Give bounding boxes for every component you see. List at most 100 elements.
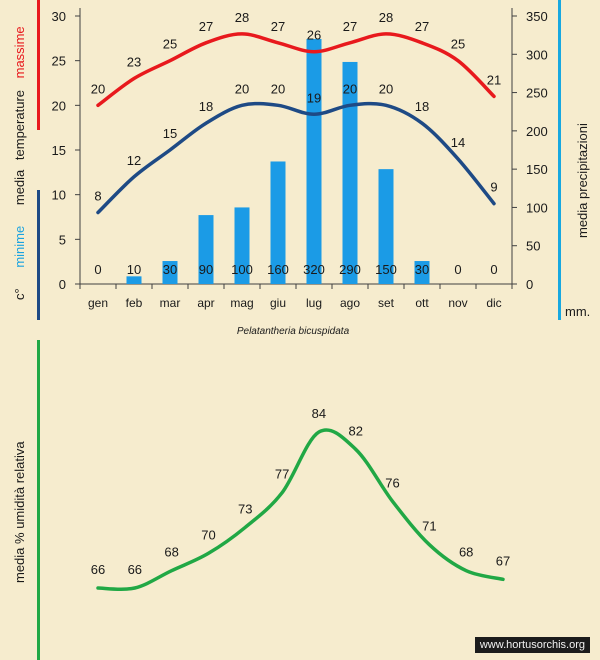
humidity-value-label: 66: [91, 562, 105, 577]
min-temperature-value-label: 20: [343, 81, 357, 96]
min-temperature-labels: 8 12 15 18 20 20 19 20 20 18 14 9: [94, 81, 497, 203]
left-axis-label-min: minime: [12, 226, 27, 268]
x-category-label: feb: [126, 296, 143, 310]
left-axis-tick-label: 30: [52, 9, 66, 24]
min-temp-accent-bar: [37, 190, 40, 320]
humidity-value-label: 73: [238, 501, 252, 516]
max-temperature-value-label: 27: [343, 19, 357, 34]
min-temperature-value-label: 20: [271, 81, 285, 96]
max-temperature-line: [96, 32, 496, 108]
right-axis-tick-label: 200: [526, 124, 548, 139]
right-axis-tick-label: 150: [526, 162, 548, 177]
max-temperature-value-label: 28: [235, 10, 249, 25]
left-axis-tick-label: 25: [52, 54, 66, 69]
min-temperature-value-label: 18: [199, 99, 213, 114]
x-category-label: gen: [88, 296, 108, 310]
left-axis-tick-label: 0: [59, 277, 66, 292]
precipitation-bar: [162, 261, 178, 284]
precipitation-bar: [198, 215, 214, 284]
precipitation-value-label: 150: [375, 262, 397, 277]
left-axis-label-temperature: temperature: [12, 90, 27, 160]
min-temperature-value-label: 20: [235, 81, 249, 96]
max-temperature-value-label: 27: [199, 19, 213, 34]
left-axis-label: c° minime media temperature massime: [12, 26, 27, 300]
x-category-label: nov: [448, 296, 467, 310]
max-temp-accent-bar: [37, 0, 40, 130]
max-temperature-value-label: 20: [91, 81, 105, 96]
precipitation-bar: [414, 261, 430, 284]
x-category-label: ott: [415, 296, 429, 310]
precipitation-value-label: 30: [163, 262, 177, 277]
right-axis-tick-label: 50: [526, 239, 540, 254]
x-category-label: mar: [160, 296, 181, 310]
x-category-label: dic: [486, 296, 501, 310]
left-axis-label-media: media: [12, 169, 27, 205]
left-axis-tick-label: 10: [52, 188, 66, 203]
min-temperature-value-label: 19: [307, 90, 321, 105]
right-axis-tick-label: 250: [526, 86, 548, 101]
humidity-value-labels: 66 66 68 70 73 77 84 82 76 71 68 67: [91, 406, 510, 577]
precipitation-value-label: 290: [339, 262, 361, 277]
min-temperature-line: [96, 101, 496, 215]
precipitation-bar: [126, 276, 142, 284]
humidity-value-label: 70: [201, 527, 215, 542]
left-axis-tick-label: 5: [59, 232, 66, 247]
precipitation-value-label: 10: [127, 262, 141, 277]
humidity-axis-label: media % umidità relativa: [12, 441, 27, 583]
right-axis-label: media precipitazioni: [575, 123, 590, 238]
max-temperature-value-label: 23: [127, 55, 141, 70]
humidity-value-label: 76: [385, 475, 399, 490]
max-temperature-value-label: 27: [271, 19, 285, 34]
min-temperature-value-label: 18: [415, 99, 429, 114]
min-temperature-value-label: 9: [490, 180, 497, 195]
max-temperature-labels: 20 23 25 27 28 27 26 27 28 27 25 21: [91, 10, 501, 96]
max-temperature-value-label: 26: [307, 28, 321, 43]
right-axis-unit: mm.: [565, 304, 590, 319]
x-category-label: giu: [270, 296, 286, 310]
x-category-label: ago: [340, 296, 360, 310]
max-temperature-value-label: 28: [379, 10, 393, 25]
precipitation-value-label: 30: [415, 262, 429, 277]
chart-title: Pelatantheria bicuspidata: [237, 326, 350, 337]
humidity-value-label: 77: [275, 467, 289, 482]
x-category-label: lug: [306, 296, 322, 310]
left-axis-label-max: massime: [12, 26, 27, 78]
x-category-label: apr: [197, 296, 214, 310]
max-temperature-value-label: 21: [487, 72, 501, 87]
precipitation-value-label: 0: [490, 262, 497, 277]
left-axis-tick-label: 20: [52, 98, 66, 113]
min-temperature-value-label: 8: [94, 189, 101, 204]
precipitation-bar: [306, 38, 322, 284]
max-temperature-value-label: 25: [451, 37, 465, 52]
precipitation-bar: [342, 61, 358, 284]
max-temperature-value-label: 27: [415, 19, 429, 34]
humidity-value-label: 67: [496, 553, 510, 568]
precipitation-bar: [234, 207, 250, 284]
right-axis-tick-label: 300: [526, 47, 548, 62]
right-axis-tick-label: 350: [526, 9, 548, 24]
humidity-value-label: 82: [348, 423, 362, 438]
right-axis-tick-label: 0: [526, 277, 533, 292]
x-axis-ticks: gen feb mar apr mag giu lug ago set ott nov dic: [79, 284, 513, 310]
precipitation-value-label: 0: [94, 262, 101, 277]
left-axis-unit: c°: [12, 288, 27, 300]
precipitation-bar: [270, 161, 286, 284]
x-category-label: set: [378, 296, 395, 310]
humidity-value-label: 68: [164, 545, 178, 560]
precipitation-value-labels: 0 10 30 90 100 160 320 290 150 30 0 0: [94, 262, 497, 277]
precipitation-value-label: 160: [267, 262, 289, 277]
humidity-accent-bar: [37, 340, 40, 660]
max-temperature-value-label: 25: [163, 37, 177, 52]
humidity-line: [96, 428, 505, 592]
humidity-value-label: 66: [128, 562, 142, 577]
min-temperature-value-label: 14: [451, 135, 465, 150]
min-temperature-value-label: 20: [379, 81, 393, 96]
precip-accent-bar: [558, 0, 561, 320]
precipitation-value-label: 90: [199, 262, 213, 277]
left-axis-ticks: 0 5 10 15 20 25 30: [52, 9, 80, 292]
right-axis-tick-label: 100: [526, 200, 548, 215]
precipitation-value-label: 0: [454, 262, 461, 277]
min-temperature-value-label: 15: [163, 126, 177, 141]
